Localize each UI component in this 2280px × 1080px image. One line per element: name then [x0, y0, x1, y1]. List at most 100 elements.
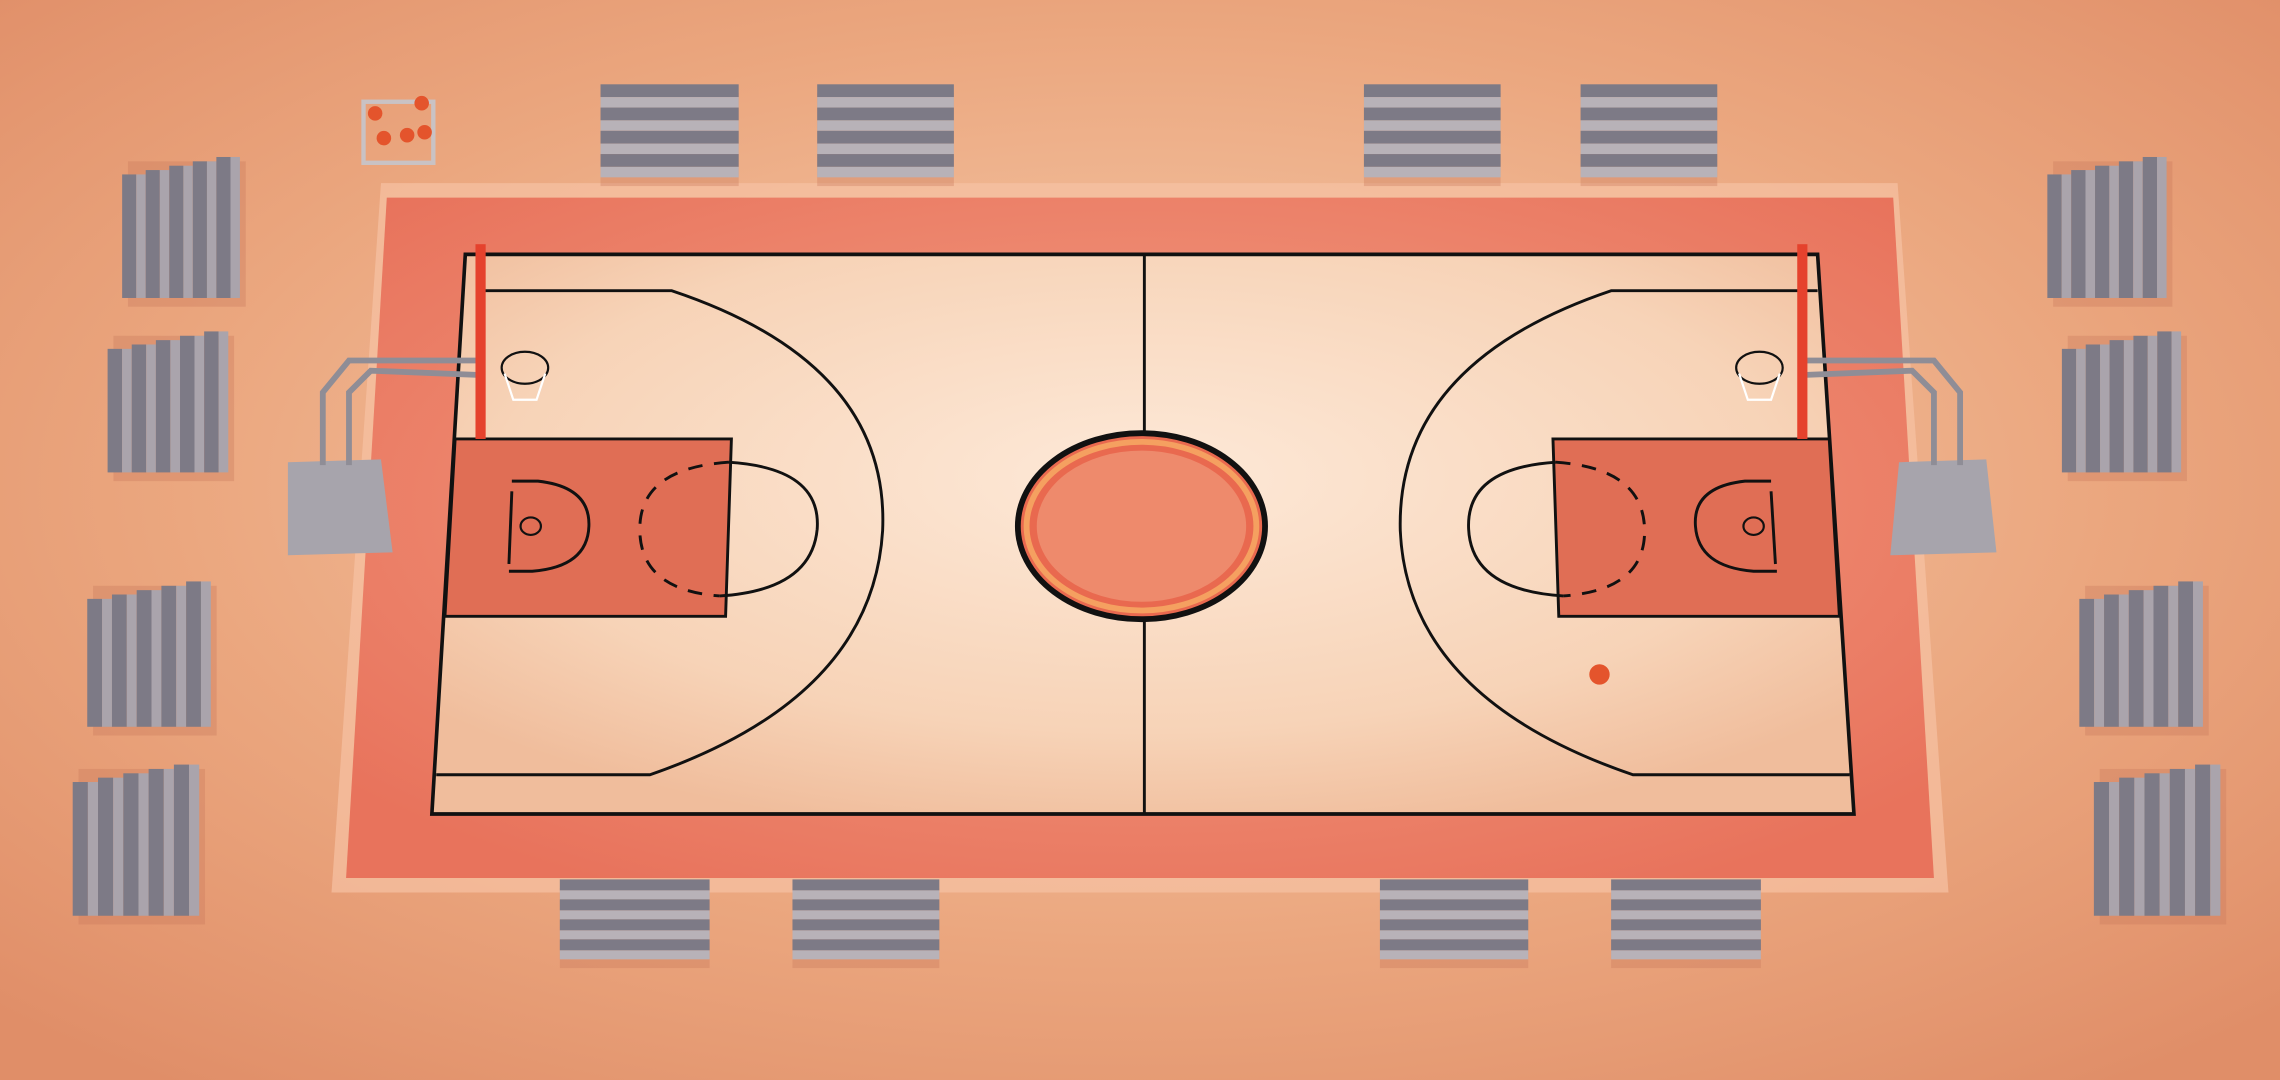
bleacher-plank — [817, 107, 954, 121]
bleacher-riser — [2210, 764, 2221, 916]
bleacher-plank — [1580, 107, 1718, 121]
bleacher-riser — [183, 165, 193, 298]
bleacher-plank — [600, 84, 739, 98]
bleacher-riser — [1611, 910, 1761, 920]
stanchion-base — [1890, 459, 1997, 556]
bleacher-plank — [111, 594, 127, 727]
bleacher-plank — [2195, 764, 2211, 916]
bleacher-plank — [136, 590, 152, 727]
bleacher-riser — [1379, 890, 1529, 900]
bleacher-plank — [2093, 782, 2110, 916]
bleacher-plank — [192, 161, 207, 298]
bleacher-plank — [1379, 919, 1529, 931]
bleacher-plank — [1611, 899, 1761, 911]
bleacher-plank — [107, 348, 123, 473]
bleacher-riser — [600, 97, 739, 108]
bleacher-plank — [817, 154, 954, 167]
bleacher-riser — [2133, 161, 2143, 298]
bleacher-riser — [102, 598, 112, 727]
bleacher-plank — [2047, 174, 2062, 298]
bleacher-plank — [559, 939, 710, 951]
bleacher-plank — [2079, 598, 2095, 727]
bleacher-plank — [1580, 130, 1718, 144]
bleacher-plank — [2118, 161, 2134, 298]
bleacher-riser — [2085, 170, 2096, 298]
bleacher-riser — [2168, 585, 2179, 727]
bleacher-plank — [161, 585, 177, 727]
bleacher-riser — [2061, 174, 2072, 298]
bleacher-riser — [600, 166, 739, 178]
bleacher-plank — [2157, 331, 2172, 473]
stanchion-base — [287, 459, 393, 556]
bleacher-riser — [1363, 120, 1501, 131]
bleacher-plank — [1363, 84, 1501, 98]
stanchion-arm — [319, 357, 480, 466]
bleacher-plank — [98, 777, 114, 916]
bleacher-riser — [817, 166, 954, 178]
bleacher-plank — [1611, 939, 1761, 951]
bleacher-plank — [792, 939, 940, 951]
rim — [1735, 350, 1784, 385]
center-inner — [1036, 450, 1247, 602]
bleacher-plank — [2142, 156, 2158, 298]
three-point-line — [1398, 289, 1850, 777]
bleacher-riser — [194, 335, 205, 473]
bleacher-riser — [2134, 777, 2145, 916]
bleacher-riser — [2157, 156, 2167, 298]
bleacher-riser — [792, 910, 940, 920]
bleacher-plank — [1580, 154, 1718, 167]
restricted-arc — [508, 479, 591, 573]
bleacher-plank — [559, 919, 710, 931]
bleacher-plank — [792, 919, 940, 931]
backboard — [1797, 244, 1808, 439]
bleacher-riser — [1379, 930, 1529, 940]
bleacher-riser — [1611, 890, 1761, 900]
bleacher-plank — [2071, 170, 2086, 298]
bleacher-plank — [600, 154, 739, 167]
bleacher-plank — [2133, 335, 2148, 473]
rack-ball — [414, 95, 429, 111]
bleacher-riser — [1611, 930, 1761, 940]
bleacher-riser — [2076, 348, 2086, 473]
bleacher-riser — [136, 174, 146, 298]
bleacher-riser — [1580, 97, 1718, 108]
bleacher-riser — [1379, 910, 1529, 920]
bleacher-riser — [792, 890, 940, 900]
bleacher-plank — [173, 764, 190, 916]
net — [1738, 373, 1781, 401]
bleacher-riser — [176, 585, 187, 727]
bleacher-plank — [559, 899, 710, 911]
rack-ball — [367, 106, 383, 121]
bleacher-plank — [2119, 777, 2135, 916]
rim — [500, 350, 550, 385]
bleacher-riser — [817, 97, 954, 108]
backline — [1769, 491, 1777, 565]
bleacher-plank — [817, 84, 954, 98]
bleacher-riser — [87, 782, 99, 916]
bleacher-riser — [1363, 97, 1501, 108]
bleacher-plank — [2061, 348, 2077, 473]
bleacher-riser — [817, 143, 954, 155]
bleacher-plank — [792, 879, 940, 891]
bleacher-plank — [123, 773, 139, 916]
bleacher-plank — [1379, 899, 1529, 911]
bleacher-riser — [126, 594, 137, 727]
bleacher-plank — [2095, 165, 2110, 298]
bleacher-riser — [146, 344, 156, 473]
bleacher-plank — [1363, 107, 1501, 121]
free-throw-arc — [1467, 460, 1564, 598]
bleacher-riser — [200, 581, 211, 727]
bleacher-riser — [2123, 340, 2134, 473]
bleacher-plank — [216, 156, 231, 298]
bleacher-riser — [2109, 782, 2120, 916]
bleacher-plank — [2109, 340, 2124, 473]
bleacher-riser — [1580, 120, 1718, 131]
bleacher-plank — [1379, 939, 1529, 951]
bleacher-riser — [218, 331, 229, 473]
bleacher-plank — [186, 581, 201, 727]
backline — [507, 491, 514, 565]
bleacher-plank — [2128, 590, 2144, 727]
bleacher-riser — [1580, 166, 1718, 178]
net — [503, 373, 547, 401]
block — [1742, 516, 1765, 537]
